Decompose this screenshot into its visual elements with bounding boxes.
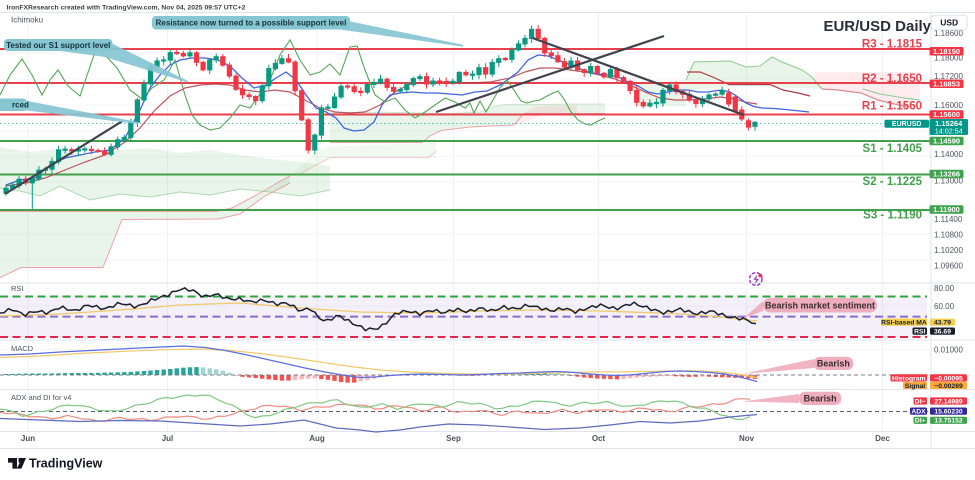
svg-text:Tested our S1 support level: Tested our S1 support level	[6, 41, 110, 50]
svg-text:1.15264: 1.15264	[935, 119, 963, 128]
svg-text:Ichimoku: Ichimoku	[11, 16, 43, 25]
svg-text:RSI: RSI	[914, 329, 925, 336]
svg-text:60.00: 60.00	[934, 302, 955, 311]
svg-text:−0.00269: −0.00269	[934, 383, 963, 390]
svg-text:36.69: 36.69	[934, 329, 951, 336]
svg-text:Aug: Aug	[309, 434, 325, 443]
svg-text:1.18600: 1.18600	[934, 29, 963, 38]
svg-text:R3 - 1.1815: R3 - 1.1815	[862, 38, 923, 50]
svg-text:RSI-based MA: RSI-based MA	[881, 320, 927, 327]
svg-text:Bearish: Bearish	[804, 394, 837, 404]
svg-text:Oct: Oct	[592, 434, 606, 443]
svg-text:ADX: ADX	[911, 409, 926, 416]
svg-text:1.14000: 1.14000	[934, 150, 963, 159]
svg-text:−0.00095: −0.00095	[934, 375, 963, 382]
svg-text:1.15600: 1.15600	[933, 110, 960, 119]
svg-text:13.75152: 13.75152	[934, 418, 963, 425]
svg-text:1.11400: 1.11400	[934, 215, 963, 224]
svg-text:1.18000: 1.18000	[934, 54, 963, 63]
svg-text:1.13266: 1.13266	[933, 170, 960, 179]
svg-text:Sep: Sep	[446, 434, 461, 443]
svg-text:S3 - 1.1190: S3 - 1.1190	[863, 210, 922, 222]
svg-text:Nov: Nov	[739, 434, 755, 443]
svg-text:Signal: Signal	[905, 383, 926, 390]
svg-text:1.09600: 1.09600	[934, 262, 963, 271]
svg-text:1.10200: 1.10200	[934, 246, 963, 255]
svg-text:1.14590: 1.14590	[933, 137, 960, 146]
svg-text:DI+: DI+	[915, 418, 926, 425]
svg-text:1.13000: 1.13000	[934, 177, 963, 186]
svg-text:1.16000: 1.16000	[934, 101, 963, 110]
svg-text:Dec: Dec	[875, 434, 890, 443]
svg-text:1.16853: 1.16853	[933, 80, 960, 89]
svg-text:27.14989: 27.14989	[934, 398, 963, 405]
svg-text:Histogram: Histogram	[892, 375, 926, 382]
svg-text:TradingView: TradingView	[29, 457, 103, 471]
svg-text:Jun: Jun	[21, 434, 35, 443]
svg-text:1.11900: 1.11900	[933, 205, 960, 214]
svg-text:1.10800: 1.10800	[934, 231, 963, 240]
svg-text:Bearish market sentiment: Bearish market sentiment	[765, 301, 875, 311]
svg-text:1.17200: 1.17200	[934, 72, 963, 81]
svg-text:S1 - 1.1405: S1 - 1.1405	[863, 143, 923, 155]
svg-text:ADX and DI for v4: ADX and DI for v4	[11, 393, 71, 402]
svg-text:EUR/USD Daily: EUR/USD Daily	[823, 18, 931, 35]
svg-text:S2 - 1.1225: S2 - 1.1225	[863, 176, 923, 188]
svg-text:Bearish: Bearish	[817, 359, 850, 369]
svg-text:14:02:54: 14:02:54	[935, 127, 963, 136]
svg-text:EURUSD: EURUSD	[892, 121, 922, 128]
svg-text:MACD: MACD	[11, 344, 34, 353]
svg-text:15.60230: 15.60230	[934, 409, 963, 416]
svg-text:R2 - 1.1650: R2 - 1.1650	[862, 73, 922, 85]
svg-text:1.18150: 1.18150	[933, 47, 960, 56]
svg-text:DI−: DI−	[915, 398, 926, 405]
svg-text:USD: USD	[940, 17, 958, 27]
svg-text:0.01000: 0.01000	[934, 346, 963, 355]
svg-text:43.79: 43.79	[934, 320, 951, 327]
svg-text:RSI: RSI	[11, 284, 24, 293]
svg-text:80.00: 80.00	[934, 284, 955, 293]
svg-text:Jul: Jul	[162, 434, 174, 443]
svg-text:Resistance now turned to a pos: Resistance now turned to a possible supp…	[156, 19, 347, 28]
svg-text:rced: rced	[12, 101, 29, 110]
svg-text:R1 - 1.1560: R1 - 1.1560	[862, 100, 922, 112]
svg-text:IronFXResearch created with Tr: IronFXResearch created with TradingView.…	[7, 5, 246, 12]
